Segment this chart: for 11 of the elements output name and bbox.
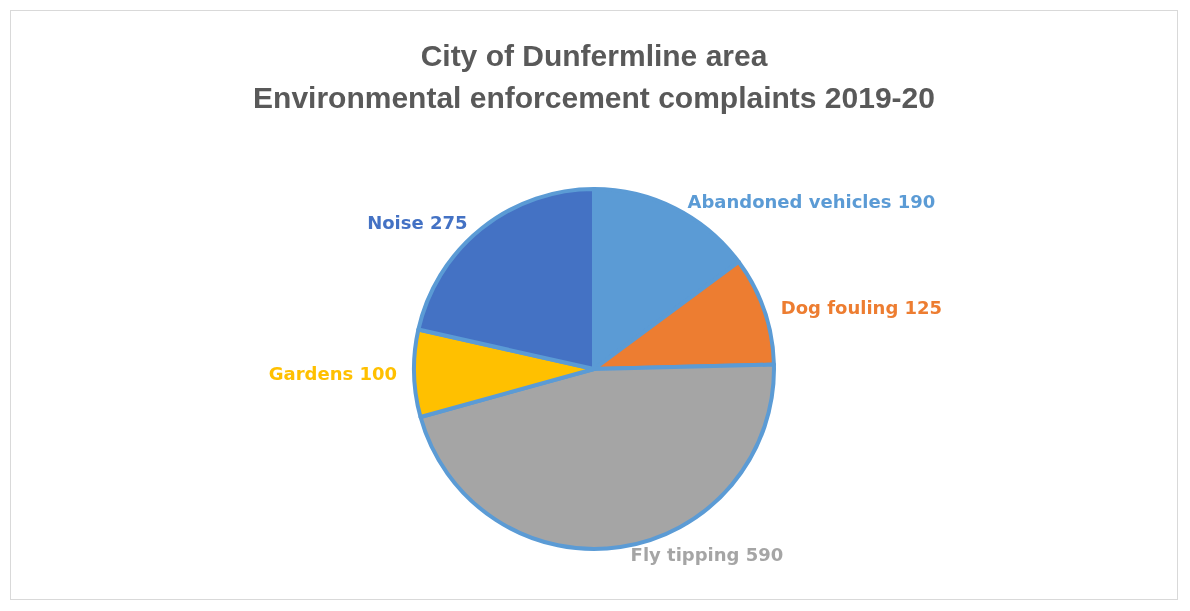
slice-label: Dog fouling [780,297,899,319]
slice-label: Abandoned vehicles [687,190,892,212]
data-label: 100 [359,363,398,385]
slice-label: Noise [367,211,424,233]
data-label: 590 [745,544,784,566]
chart-title: City of Dunfermline area Environmental enforcement complaints 2019-20 [253,38,935,114]
slice-label: Gardens [268,363,354,385]
data-label: 190 [897,190,936,212]
data-label: 275 [429,211,468,233]
slice-label: Fly tipping [630,544,740,566]
data-label: 125 [904,297,943,319]
